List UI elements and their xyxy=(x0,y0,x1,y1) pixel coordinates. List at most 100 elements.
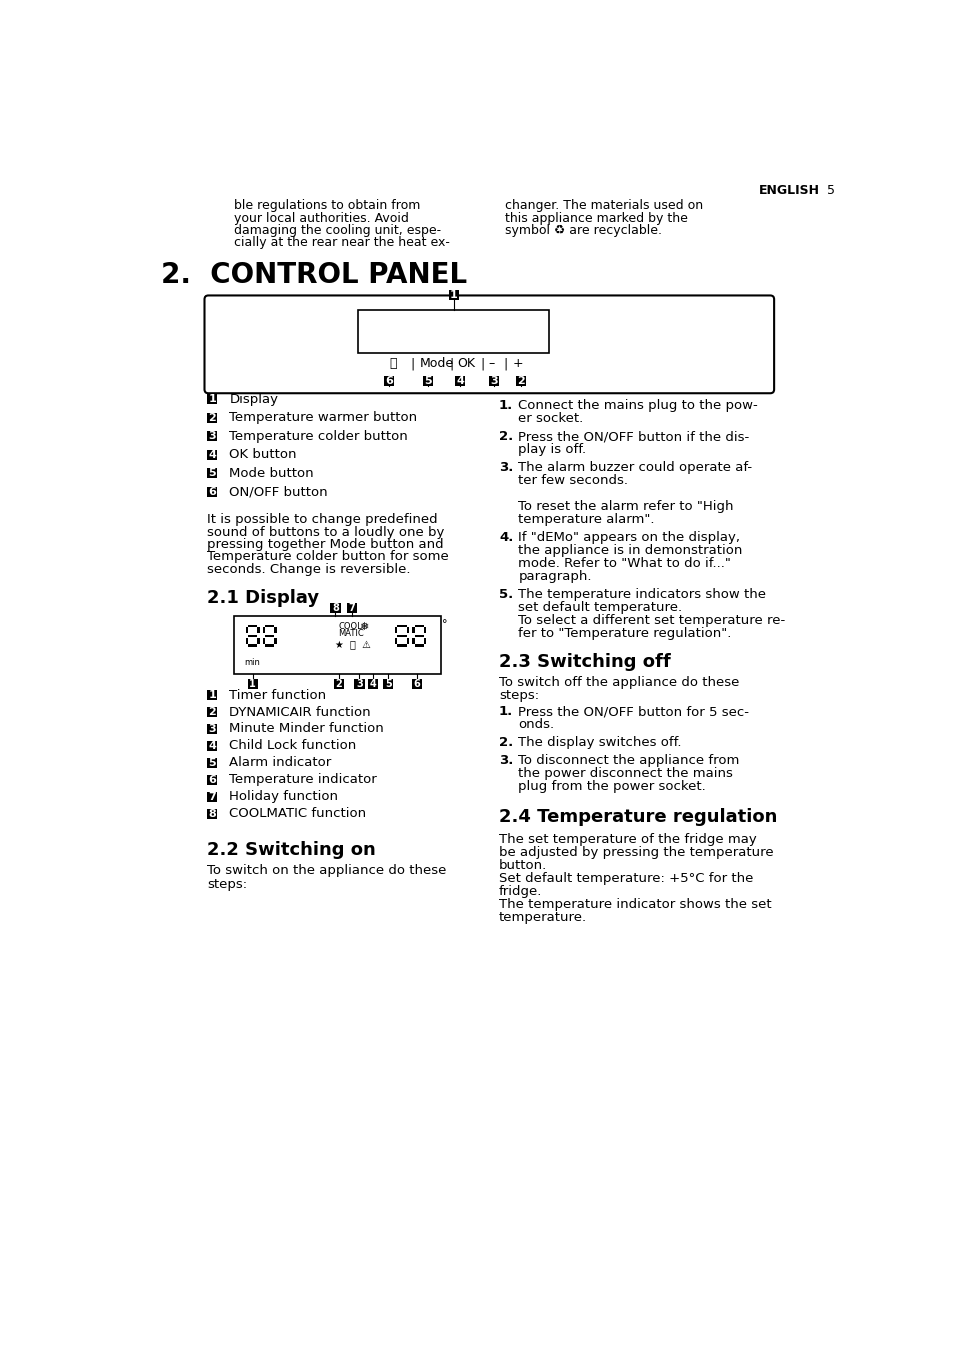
Bar xyxy=(257,638,259,645)
Text: 6: 6 xyxy=(208,487,216,496)
Bar xyxy=(406,627,409,634)
Bar xyxy=(422,376,433,385)
Bar xyxy=(247,679,257,690)
Text: play is off.: play is off. xyxy=(517,443,586,456)
Bar xyxy=(415,634,423,637)
Text: 6: 6 xyxy=(413,679,419,690)
Text: 4: 4 xyxy=(208,741,216,750)
Bar xyxy=(207,450,217,460)
Bar xyxy=(355,679,364,690)
Bar xyxy=(346,603,356,612)
Text: cially at the rear near the heat ex-: cially at the rear near the heat ex- xyxy=(233,237,450,249)
Text: Press the ON/OFF button for 5 sec-: Press the ON/OFF button for 5 sec- xyxy=(517,706,749,718)
Bar xyxy=(207,758,217,768)
Text: 2: 2 xyxy=(335,679,341,690)
Text: To disconnect the appliance from: To disconnect the appliance from xyxy=(517,753,739,767)
Bar xyxy=(265,645,274,646)
Bar xyxy=(207,468,217,479)
Text: pressing together Mode button and: pressing together Mode button and xyxy=(207,538,443,552)
Text: 7: 7 xyxy=(348,603,355,612)
Text: 3: 3 xyxy=(208,723,215,734)
Text: Temperature indicator: Temperature indicator xyxy=(229,773,376,787)
Bar xyxy=(248,645,257,646)
Text: steps:: steps: xyxy=(498,690,538,702)
Bar xyxy=(455,376,465,385)
Text: 2.1 Display: 2.1 Display xyxy=(207,589,318,607)
Text: 3: 3 xyxy=(208,431,215,441)
Text: 8: 8 xyxy=(332,603,338,612)
Text: Temperature warmer button: Temperature warmer button xyxy=(229,411,417,425)
Text: 5: 5 xyxy=(208,468,215,479)
Text: Mode: Mode xyxy=(419,357,454,370)
Bar xyxy=(245,627,248,634)
Text: The alarm buzzer could operate af-: The alarm buzzer could operate af- xyxy=(517,461,752,475)
Bar xyxy=(412,627,415,634)
Bar xyxy=(233,615,440,673)
Bar xyxy=(274,627,276,634)
Text: 4: 4 xyxy=(456,376,464,385)
Bar xyxy=(207,792,217,802)
Text: OK button: OK button xyxy=(229,449,296,461)
Text: ⓮: ⓮ xyxy=(389,357,396,370)
Text: 5: 5 xyxy=(384,679,391,690)
Text: +: + xyxy=(513,357,523,370)
Text: 2: 2 xyxy=(208,707,216,717)
Bar xyxy=(262,638,265,645)
Bar xyxy=(412,638,415,645)
Text: 3.: 3. xyxy=(498,461,513,475)
Bar xyxy=(412,679,421,690)
Text: 2: 2 xyxy=(208,412,216,423)
Bar xyxy=(245,638,248,645)
Text: 6: 6 xyxy=(385,376,393,385)
Text: 6: 6 xyxy=(208,775,216,784)
Text: |: | xyxy=(449,357,454,370)
Text: Holiday function: Holiday function xyxy=(229,790,338,803)
Text: 3: 3 xyxy=(355,679,362,690)
Text: MATIC: MATIC xyxy=(338,629,364,638)
Bar xyxy=(248,634,257,637)
Text: 2: 2 xyxy=(517,376,524,385)
Text: The temperature indicators show the: The temperature indicators show the xyxy=(517,588,765,602)
Bar xyxy=(207,395,217,404)
Text: paragraph.: paragraph. xyxy=(517,571,591,583)
Text: The set temperature of the fridge may: The set temperature of the fridge may xyxy=(498,833,756,846)
Text: 5.: 5. xyxy=(498,588,513,602)
Text: To switch on the appliance do these: To switch on the appliance do these xyxy=(207,864,446,877)
Bar xyxy=(207,431,217,441)
Text: changer. The materials used on: changer. The materials used on xyxy=(505,199,702,212)
Text: The temperature indicator shows the set: The temperature indicator shows the set xyxy=(498,898,771,911)
Text: 5: 5 xyxy=(423,376,431,385)
Text: button.: button. xyxy=(498,859,547,872)
Text: 2.2 Switching on: 2.2 Switching on xyxy=(207,841,375,860)
Text: 1.: 1. xyxy=(498,706,513,718)
Text: plug from the power socket.: plug from the power socket. xyxy=(517,780,705,792)
Text: 1: 1 xyxy=(208,395,216,404)
Text: fridge.: fridge. xyxy=(498,886,542,898)
Bar xyxy=(265,625,274,627)
Text: To reset the alarm refer to "High: To reset the alarm refer to "High xyxy=(517,500,733,514)
Text: sound of buttons to a loudly one by: sound of buttons to a loudly one by xyxy=(207,526,444,538)
Text: Display: Display xyxy=(229,393,278,406)
Text: the power disconnect the mains: the power disconnect the mains xyxy=(517,767,733,780)
Text: steps:: steps: xyxy=(207,877,247,891)
Text: temperature alarm".: temperature alarm". xyxy=(517,514,654,526)
Text: ENGLISH: ENGLISH xyxy=(758,184,819,197)
Bar xyxy=(330,603,340,612)
Bar xyxy=(334,679,343,690)
Text: 5: 5 xyxy=(208,758,215,768)
Text: 8: 8 xyxy=(208,808,216,819)
Bar xyxy=(423,638,426,645)
Bar xyxy=(207,412,217,423)
Bar xyxy=(207,741,217,750)
Text: 1: 1 xyxy=(450,289,457,300)
Text: °: ° xyxy=(442,619,448,629)
Text: ★  ⚿  ⚠: ★ ⚿ ⚠ xyxy=(335,641,370,650)
Bar xyxy=(415,645,423,646)
Text: To switch off the appliance do these: To switch off the appliance do these xyxy=(498,676,739,688)
Text: 4.: 4. xyxy=(498,531,513,544)
Text: seconds. Change is reversible.: seconds. Change is reversible. xyxy=(207,562,410,576)
Bar xyxy=(395,638,397,645)
Text: COOLMATIC function: COOLMATIC function xyxy=(229,807,366,821)
Text: |: | xyxy=(480,357,484,370)
Text: Timer function: Timer function xyxy=(229,688,326,702)
